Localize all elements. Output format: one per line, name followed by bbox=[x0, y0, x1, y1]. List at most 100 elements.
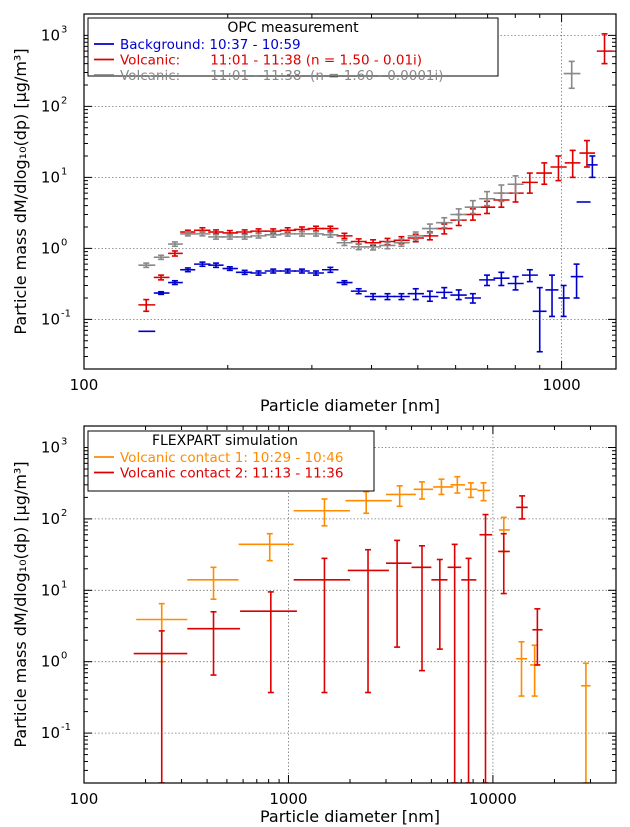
data-point bbox=[208, 262, 224, 269]
y-tick-exponent: 1 bbox=[61, 166, 67, 177]
x-axis-label: Particle diameter [nm] bbox=[260, 807, 440, 826]
data-point bbox=[407, 231, 424, 241]
legend-entry: Background: 10:37 - 10:59 bbox=[120, 37, 301, 53]
data-point bbox=[558, 284, 570, 318]
data-point bbox=[431, 558, 448, 650]
data-point bbox=[447, 543, 462, 783]
y-tick-label: 10 bbox=[41, 581, 60, 599]
data-point bbox=[307, 230, 324, 237]
data-point bbox=[321, 231, 339, 238]
data-point bbox=[264, 231, 282, 238]
data-point bbox=[464, 482, 478, 499]
data-point bbox=[153, 290, 170, 296]
y-tick-label: 10 bbox=[41, 653, 60, 671]
data-point bbox=[545, 274, 559, 318]
data-point bbox=[307, 225, 324, 232]
data-point bbox=[386, 539, 412, 648]
data-point bbox=[293, 268, 310, 274]
data-point bbox=[464, 208, 481, 221]
data-points bbox=[138, 33, 613, 353]
data-point bbox=[563, 60, 581, 90]
data-point bbox=[222, 233, 238, 240]
data-point bbox=[386, 485, 416, 508]
data-point bbox=[393, 292, 410, 301]
axes-frame bbox=[83, 425, 617, 784]
data-point bbox=[564, 149, 581, 179]
data-point bbox=[350, 243, 367, 251]
data-point bbox=[321, 266, 339, 274]
data-point bbox=[321, 225, 339, 232]
data-point bbox=[194, 230, 211, 237]
legend-entry: Volcanic contact 2: 11:13 - 11:36 bbox=[120, 466, 343, 482]
legend-title: FLEXPART simulation bbox=[152, 433, 298, 449]
data-point bbox=[187, 610, 241, 676]
series-1 bbox=[136, 475, 591, 783]
data-point bbox=[479, 513, 493, 783]
data-point bbox=[235, 269, 253, 276]
data-point bbox=[436, 216, 453, 229]
y-tick-label: 10 bbox=[41, 438, 60, 456]
data-point bbox=[222, 266, 238, 272]
data-point bbox=[250, 232, 267, 239]
data-point bbox=[293, 230, 310, 237]
data-point bbox=[436, 286, 453, 299]
data-point bbox=[413, 481, 434, 500]
data-point bbox=[579, 139, 596, 168]
data-point bbox=[464, 199, 481, 215]
data-point bbox=[264, 268, 282, 274]
data-point bbox=[507, 175, 524, 194]
data-point bbox=[450, 208, 467, 221]
data-point bbox=[379, 292, 396, 301]
data-point bbox=[464, 292, 481, 304]
axes-frame bbox=[83, 13, 617, 370]
data-point bbox=[208, 233, 224, 240]
legend-entry: Volcanic contact 1: 10:29 - 10:46 bbox=[120, 450, 343, 466]
data-point bbox=[493, 184, 510, 203]
x-tick-label: 100 bbox=[70, 790, 99, 808]
data-point bbox=[345, 490, 392, 515]
data-point bbox=[516, 640, 528, 697]
data-point bbox=[187, 566, 239, 601]
data-point bbox=[336, 279, 353, 286]
data-point bbox=[240, 591, 297, 694]
y-tick-exponent: 3 bbox=[61, 24, 67, 35]
data-point bbox=[208, 229, 224, 235]
y-tick-exponent: -1 bbox=[61, 722, 71, 733]
data-points bbox=[133, 475, 591, 783]
y-tick-exponent: 3 bbox=[61, 436, 67, 447]
data-point bbox=[550, 155, 567, 182]
data-point bbox=[461, 557, 477, 783]
data-point bbox=[570, 263, 584, 299]
data-point bbox=[433, 478, 454, 496]
data-point bbox=[507, 275, 524, 291]
y-tick-label: 10 bbox=[41, 310, 60, 328]
data-point bbox=[347, 548, 389, 694]
data-point bbox=[293, 557, 350, 694]
data-point bbox=[168, 250, 183, 257]
data-point bbox=[516, 495, 528, 520]
series-3 bbox=[138, 60, 581, 269]
data-point bbox=[421, 290, 439, 303]
data-point bbox=[350, 287, 367, 295]
data-point bbox=[479, 274, 496, 287]
data-point bbox=[307, 270, 324, 276]
y-axis-label: Particle mass dM/dlog₁₀(dp) [µg/m³] bbox=[11, 461, 30, 747]
x-tick-label: 1000 bbox=[269, 790, 307, 808]
data-point bbox=[235, 233, 253, 240]
legend-entry: Volcanic: 11:01 - 11:38 (n = 1.50 - 0.01… bbox=[120, 53, 422, 69]
y-tick-label: 10 bbox=[41, 510, 60, 528]
data-point bbox=[180, 267, 196, 273]
y-tick-exponent: 2 bbox=[61, 95, 67, 106]
data-point bbox=[521, 268, 538, 283]
series-1 bbox=[138, 155, 598, 353]
x-tick-label: 1000 bbox=[542, 376, 580, 394]
y-tick-label: 10 bbox=[41, 168, 60, 186]
data-point bbox=[250, 270, 267, 276]
x-tick-label: 100 bbox=[70, 376, 99, 394]
data-point bbox=[450, 289, 467, 301]
data-point bbox=[336, 232, 353, 240]
data-point bbox=[168, 279, 183, 286]
data-point bbox=[153, 254, 170, 261]
